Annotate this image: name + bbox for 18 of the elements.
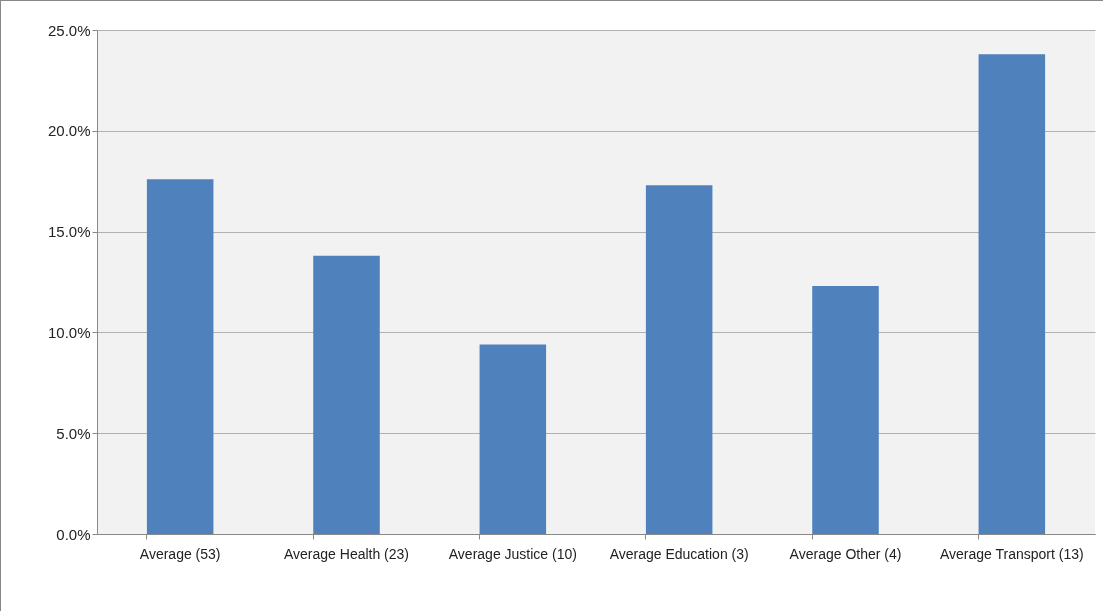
x-tick-label: Average Education (3) — [609, 545, 749, 562]
x-tick-label: Average Health (23) — [283, 545, 410, 562]
y-tick-label: 5.0% — [56, 424, 91, 442]
y-tick-label: 20.0% — [47, 122, 91, 140]
bar — [146, 179, 214, 534]
bar — [645, 185, 713, 534]
bar — [978, 54, 1046, 534]
y-tick-label: 0.0% — [56, 525, 91, 543]
x-tick-label: Average Other (4) — [789, 545, 902, 562]
y-tick-label: 10.0% — [47, 323, 91, 341]
x-tick-label: Average Justice (10) — [448, 545, 577, 562]
y-tick-label: 15.0% — [47, 223, 91, 241]
x-tick-label: Average Transport (13) — [939, 545, 1084, 562]
x-tick-label: Average (53) — [139, 545, 221, 562]
bar — [812, 286, 879, 534]
bar — [313, 255, 380, 534]
y-tick-label: 25.0% — [47, 21, 91, 39]
bar — [479, 344, 547, 534]
